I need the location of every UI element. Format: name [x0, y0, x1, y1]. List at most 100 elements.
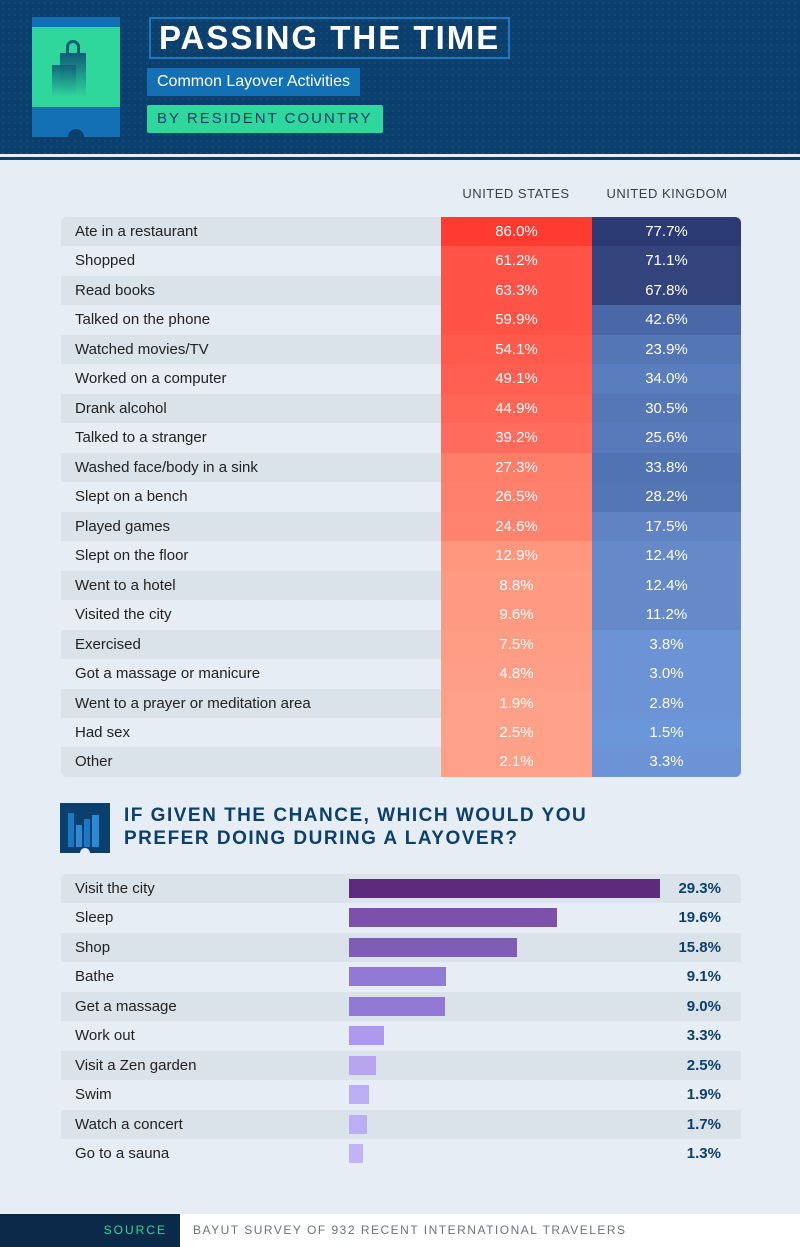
table-row: Talked to a stranger 39.2% 25.6% — [61, 423, 741, 453]
table-row: Slept on the floor 12.9% 12.4% — [61, 541, 741, 571]
bar-value-label: 19.6% — [678, 909, 721, 927]
table-row: Talked on the phone 59.9% 42.6% — [61, 305, 741, 335]
bar — [349, 937, 517, 957]
page-subtitle: Common Layover Activities — [147, 68, 360, 96]
divider — [0, 157, 800, 160]
uk-value-cell: 17.5% — [592, 511, 741, 542]
uk-value-cell: 23.9% — [592, 334, 741, 365]
bar-row: Shop 15.8% — [61, 932, 741, 963]
activity-label: Drank alcohol — [75, 399, 167, 417]
bar-label: Bathe — [75, 968, 115, 986]
table-row: Had sex 2.5% 1.5% — [61, 717, 741, 748]
shopping-bags-tablet-icon — [32, 17, 120, 137]
activity-label: Worked on a computer — [75, 370, 227, 388]
uk-value-cell: 2.8% — [592, 688, 741, 718]
us-value-cell: 26.5% — [441, 482, 592, 512]
uk-value-cell: 77.7% — [592, 217, 741, 247]
bar-label: Visit a Zen garden — [75, 1056, 197, 1074]
bar-row: Work out 3.3% — [61, 1021, 741, 1051]
table-row: Drank alcohol 44.9% 30.5% — [61, 393, 741, 424]
bar-row: Get a massage 9.0% — [61, 991, 741, 1022]
us-value-cell: 7.5% — [441, 629, 592, 660]
us-value-cell: 49.1% — [441, 364, 592, 394]
us-value-cell: 2.1% — [441, 747, 592, 777]
bar-value-label: 2.5% — [686, 1056, 721, 1074]
uk-value-cell: 3.0% — [592, 659, 741, 689]
table-row: Played games 24.6% 17.5% — [61, 511, 741, 542]
activity-label: Read books — [75, 281, 156, 299]
table-row: Watched movies/TV 54.1% 23.9% — [61, 334, 741, 365]
bar-label: Sleep — [75, 909, 114, 927]
us-value-cell: 59.9% — [441, 305, 592, 335]
uk-value-cell: 71.1% — [592, 246, 741, 276]
activity-label: Went to a prayer or meditation area — [75, 694, 311, 712]
bar-label: Swim — [75, 1086, 112, 1104]
us-value-cell: 39.2% — [441, 423, 592, 453]
bar-row: Visit the city 29.3% — [61, 874, 741, 904]
bar-value-label: 9.1% — [686, 968, 721, 986]
us-value-cell: 54.1% — [441, 334, 592, 365]
us-value-cell: 2.5% — [441, 717, 592, 748]
bar-row: Swim 1.9% — [61, 1080, 741, 1110]
header-banner: PASSING THE TIME Common Layover Activiti… — [0, 0, 800, 154]
bar — [349, 908, 558, 928]
uk-value-cell: 25.6% — [592, 423, 741, 453]
bar — [349, 1055, 376, 1075]
column-header-us: UNITED STATES — [462, 186, 570, 201]
footer: SOURCE BAYUT SURVEY OF 932 RECENT INTERN… — [0, 1214, 800, 1247]
table-row: Got a massage or manicure 4.8% 3.0% — [61, 659, 741, 689]
uk-value-cell: 28.2% — [592, 482, 741, 512]
table-row: Read books 63.3% 67.8% — [61, 275, 741, 306]
bar-row: Visit a Zen garden 2.5% — [61, 1050, 741, 1081]
bar — [349, 1144, 363, 1164]
table-row: Washed face/body in a sink 27.3% 33.8% — [61, 452, 741, 483]
us-value-cell: 12.9% — [441, 541, 592, 571]
bar-value-label: 29.3% — [678, 880, 721, 897]
uk-value-cell: 42.6% — [592, 305, 741, 335]
activity-label: Exercised — [75, 635, 141, 653]
uk-value-cell: 33.8% — [592, 452, 741, 483]
preference-bar-chart: Visit the city 29.3% Sleep 19.6% Shop 15.8% Ba… — [61, 874, 741, 1169]
activity-label: Slept on the floor — [75, 547, 189, 565]
table-row: Other 2.1% 3.3% — [61, 747, 741, 777]
bar-row: Sleep 19.6% — [61, 903, 741, 933]
bar-row: Watch a concert 1.7% — [61, 1109, 741, 1140]
table-row: Visited the city 9.6% 11.2% — [61, 600, 741, 630]
us-value-cell: 86.0% — [441, 217, 592, 247]
source-text: BAYUT SURVEY OF 932 RECENT INTERNATIONAL… — [193, 1223, 627, 1237]
uk-value-cell: 34.0% — [592, 364, 741, 394]
uk-value-cell: 67.8% — [592, 275, 741, 306]
us-value-cell: 4.8% — [441, 659, 592, 689]
us-value-cell: 1.9% — [441, 688, 592, 718]
activity-label: Went to a hotel — [75, 576, 176, 594]
table-row: Ate in a restaurant 86.0% 77.7% — [61, 217, 741, 247]
activity-label: Played games — [75, 517, 171, 535]
uk-value-cell: 12.4% — [592, 570, 741, 601]
bar-row: Go to a sauna 1.3% — [61, 1139, 741, 1169]
table-row: Worked on a computer 49.1% 34.0% — [61, 364, 741, 394]
activity-label: Watched movies/TV — [75, 340, 209, 358]
bar — [349, 1114, 368, 1134]
activity-label: Shopped — [75, 252, 136, 270]
bar-value-label: 1.9% — [686, 1086, 721, 1104]
table-row: Shopped 61.2% 71.1% — [61, 246, 741, 276]
activity-label: Talked on the phone — [75, 311, 211, 329]
uk-value-cell: 11.2% — [592, 600, 741, 630]
bar-label: Get a massage — [75, 997, 177, 1015]
column-header-uk: UNITED KINGDOM — [606, 186, 728, 201]
table-row: Slept on a bench 26.5% 28.2% — [61, 482, 741, 512]
uk-value-cell: 1.5% — [592, 717, 741, 748]
bar-label: Shop — [75, 938, 111, 956]
activity-label: Visited the city — [75, 606, 172, 624]
bar-label: Go to a sauna — [75, 1145, 170, 1163]
bar-value-label: 15.8% — [678, 938, 721, 956]
activity-label: Had sex — [75, 723, 131, 741]
activity-label: Ate in a restaurant — [75, 223, 198, 240]
activity-label: Talked to a stranger — [75, 429, 207, 447]
us-value-cell: 44.9% — [441, 393, 592, 424]
us-value-cell: 63.3% — [441, 275, 592, 306]
source-label: SOURCE — [0, 1214, 180, 1247]
bar — [349, 1026, 385, 1046]
bar-label: Work out — [75, 1027, 135, 1045]
us-value-cell: 8.8% — [441, 570, 592, 601]
